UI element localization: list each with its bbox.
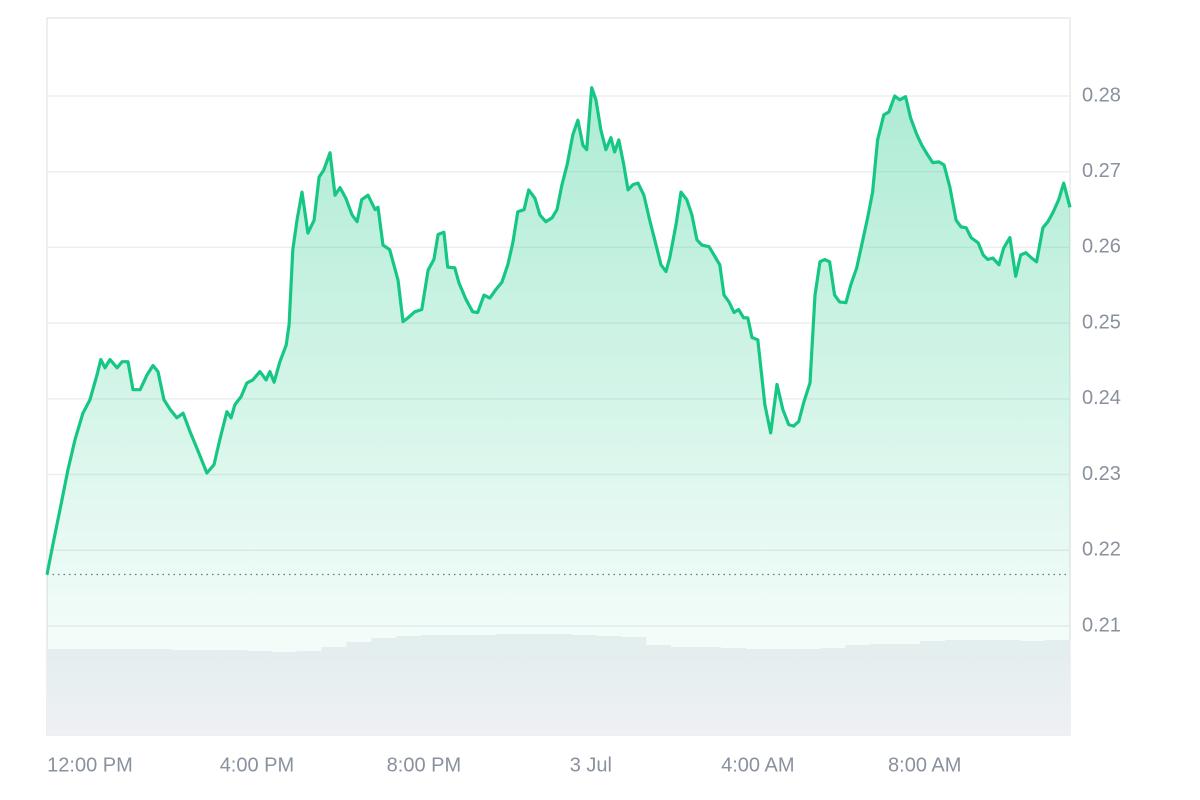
area-fill [47, 87, 1070, 735]
x-tick-label: 12:00 PM [47, 754, 133, 776]
y-tick-label: 0.21 [1082, 614, 1121, 636]
y-tick-label: 0.25 [1082, 311, 1121, 333]
y-tick-label: 0.24 [1082, 387, 1121, 409]
y-tick-label: 0.22 [1082, 539, 1121, 561]
y-tick-label: 0.23 [1082, 463, 1121, 485]
x-tick-label: 8:00 PM [387, 754, 461, 776]
y-tick-label: 0.26 [1082, 236, 1121, 258]
y-tick-label: 0.28 [1082, 84, 1121, 106]
x-tick-label: 4:00 AM [721, 754, 794, 776]
y-tick-label: 0.27 [1082, 160, 1121, 182]
x-tick-label: 4:00 PM [220, 754, 294, 776]
x-tick-label: 8:00 AM [888, 754, 961, 776]
x-tick-label: 3 Jul [570, 754, 612, 776]
price-line [45, 86, 1072, 575]
